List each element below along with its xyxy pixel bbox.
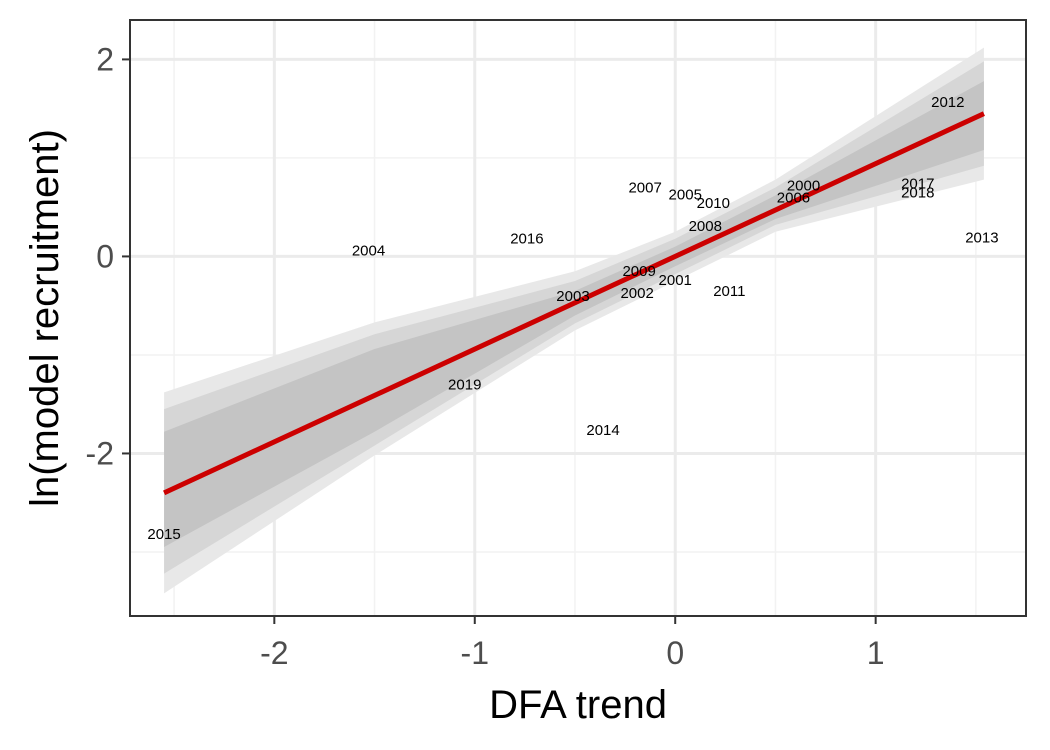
x-axis: -2 -1 0 1 [260, 616, 885, 671]
point-label-2004: 2004 [352, 243, 385, 260]
point-label-2001: 2001 [659, 272, 692, 289]
x-tick-label: -2 [260, 635, 288, 671]
y-tick-label: 2 [96, 41, 114, 77]
point-label-2018: 2018 [901, 184, 934, 201]
y-tick-label: 0 [96, 238, 114, 274]
point-label-2015: 2015 [147, 526, 180, 543]
point-label-2002: 2002 [620, 285, 653, 302]
x-tick-label: 1 [867, 635, 885, 671]
point-label-2003: 2003 [556, 288, 589, 305]
x-tick-label: 0 [666, 635, 684, 671]
point-label-2007: 2007 [628, 179, 661, 196]
panel-border [129, 19, 1027, 617]
point-label-2006: 2006 [777, 189, 810, 206]
point-label-2000: 2000 [787, 178, 820, 195]
confidence-ribbon-3 [164, 81, 984, 548]
point-label-2012: 2012 [931, 94, 964, 111]
point-label-2008: 2008 [689, 218, 722, 235]
y-axis-title: ln(model recruitment) [23, 129, 67, 507]
x-axis-title: DFA trend [489, 683, 667, 727]
point-label-2005: 2005 [669, 186, 702, 203]
point-label-2010: 2010 [697, 195, 730, 212]
point-label-2009: 2009 [622, 263, 655, 280]
fit-line [163, 111, 985, 496]
y-tick-label: -2 [86, 435, 114, 471]
point-label-2013: 2013 [965, 230, 998, 247]
confidence-ribbon-2 [164, 61, 984, 574]
x-tick-label: -1 [461, 635, 489, 671]
point-label-2011: 2011 [713, 283, 745, 300]
point-label-2014: 2014 [586, 422, 619, 439]
point-label-2019: 2019 [448, 376, 481, 393]
point-labels: 2000 2001 2002 2003 2004 2005 2006 2007 2008 2009… [147, 94, 998, 543]
fit-line-group [163, 111, 985, 496]
confidence-ribbons [164, 47, 984, 594]
point-label-2017: 2017 [901, 176, 934, 193]
y-axis: -2 0 2 [86, 41, 130, 471]
point-label-2016: 2016 [510, 231, 543, 248]
